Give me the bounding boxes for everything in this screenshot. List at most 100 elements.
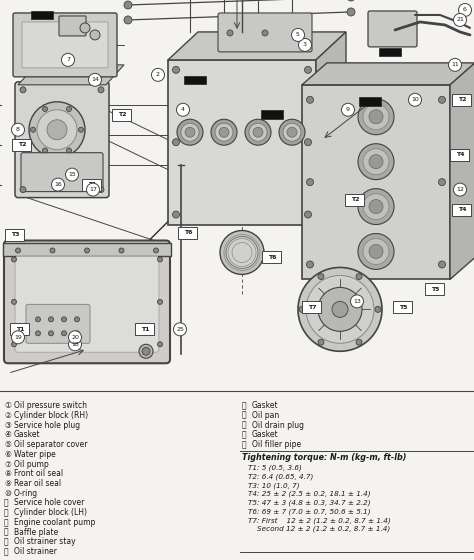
Circle shape (253, 127, 263, 137)
Circle shape (438, 96, 446, 103)
Circle shape (304, 67, 311, 73)
Circle shape (458, 3, 472, 16)
Circle shape (65, 168, 79, 181)
Circle shape (347, 8, 355, 16)
Circle shape (86, 183, 100, 196)
Text: 14: 14 (91, 77, 99, 82)
FancyBboxPatch shape (26, 305, 90, 343)
Circle shape (262, 30, 268, 36)
FancyBboxPatch shape (450, 149, 470, 161)
Text: 11: 11 (451, 62, 459, 67)
Circle shape (173, 67, 180, 73)
Circle shape (297, 30, 303, 36)
Circle shape (358, 234, 394, 269)
Circle shape (62, 331, 66, 336)
Text: 2: 2 (156, 72, 160, 77)
Circle shape (74, 331, 80, 336)
Text: ⑥: ⑥ (4, 450, 11, 459)
Text: 4: 4 (181, 108, 185, 112)
Text: Gasket: Gasket (14, 430, 41, 439)
Circle shape (358, 99, 394, 135)
FancyBboxPatch shape (15, 82, 109, 198)
Text: ⑮: ⑮ (4, 538, 9, 547)
Circle shape (438, 261, 446, 268)
FancyBboxPatch shape (453, 204, 472, 216)
Circle shape (11, 123, 25, 136)
Circle shape (157, 300, 163, 305)
FancyBboxPatch shape (359, 97, 381, 106)
Circle shape (363, 104, 389, 130)
Circle shape (307, 261, 313, 268)
Circle shape (358, 189, 394, 225)
Circle shape (173, 211, 180, 218)
Text: T3: 10 (1.0, 7): T3: 10 (1.0, 7) (248, 482, 300, 489)
Circle shape (43, 148, 47, 153)
Text: 20: 20 (71, 335, 79, 340)
Circle shape (363, 194, 389, 220)
Circle shape (48, 331, 54, 336)
Circle shape (48, 317, 54, 322)
Circle shape (409, 94, 421, 106)
FancyBboxPatch shape (393, 301, 412, 314)
FancyBboxPatch shape (6, 228, 25, 240)
Circle shape (299, 306, 305, 312)
Text: ⑴: ⑴ (242, 440, 246, 449)
Circle shape (119, 248, 124, 253)
Polygon shape (18, 65, 124, 85)
Circle shape (176, 103, 190, 116)
Circle shape (52, 178, 64, 191)
Text: Tightening torque: N-m (kg-m, ft-lb): Tightening torque: N-m (kg-m, ft-lb) (242, 452, 406, 462)
FancyBboxPatch shape (136, 323, 155, 335)
FancyBboxPatch shape (302, 301, 321, 314)
FancyBboxPatch shape (368, 11, 417, 47)
FancyBboxPatch shape (15, 256, 159, 352)
Circle shape (369, 199, 383, 213)
Circle shape (43, 106, 47, 111)
Text: Oil drain plug: Oil drain plug (252, 421, 304, 430)
Circle shape (142, 347, 150, 355)
Text: T6: T6 (268, 255, 276, 260)
Circle shape (36, 317, 40, 322)
Circle shape (448, 58, 462, 71)
Text: 9: 9 (346, 108, 350, 112)
Circle shape (454, 13, 466, 26)
Text: ⑨: ⑨ (4, 479, 11, 488)
Circle shape (11, 300, 17, 305)
Circle shape (79, 127, 83, 132)
Circle shape (98, 87, 104, 93)
Text: T1: T1 (16, 327, 24, 332)
Text: T5: T5 (399, 305, 407, 310)
Circle shape (304, 211, 311, 218)
Text: T1: T1 (141, 327, 149, 332)
Circle shape (154, 248, 158, 253)
Text: Service hole plug: Service hole plug (14, 421, 80, 430)
Text: ⑲: ⑲ (242, 421, 246, 430)
Text: Oil filler pipe: Oil filler pipe (252, 440, 301, 449)
Text: ⑫: ⑫ (4, 508, 9, 517)
Polygon shape (302, 63, 474, 85)
Circle shape (157, 342, 163, 347)
Circle shape (66, 106, 72, 111)
Circle shape (139, 344, 153, 358)
Circle shape (287, 127, 297, 137)
Circle shape (30, 127, 36, 132)
Text: 5: 5 (296, 32, 300, 38)
Circle shape (226, 236, 258, 268)
Circle shape (29, 102, 85, 158)
FancyBboxPatch shape (13, 13, 117, 77)
Text: 15: 15 (68, 172, 76, 177)
Circle shape (318, 287, 362, 332)
Circle shape (80, 23, 90, 33)
FancyBboxPatch shape (21, 153, 103, 192)
Text: 25: 25 (176, 327, 184, 332)
FancyBboxPatch shape (59, 16, 86, 36)
Text: Oil pressure switch: Oil pressure switch (14, 401, 87, 410)
FancyBboxPatch shape (12, 139, 31, 151)
Circle shape (369, 245, 383, 259)
Text: 10: 10 (411, 97, 419, 102)
FancyBboxPatch shape (426, 283, 445, 295)
Circle shape (363, 149, 389, 175)
Text: Gasket: Gasket (252, 401, 279, 410)
Circle shape (177, 119, 203, 145)
Text: Oil strainer: Oil strainer (14, 547, 57, 556)
